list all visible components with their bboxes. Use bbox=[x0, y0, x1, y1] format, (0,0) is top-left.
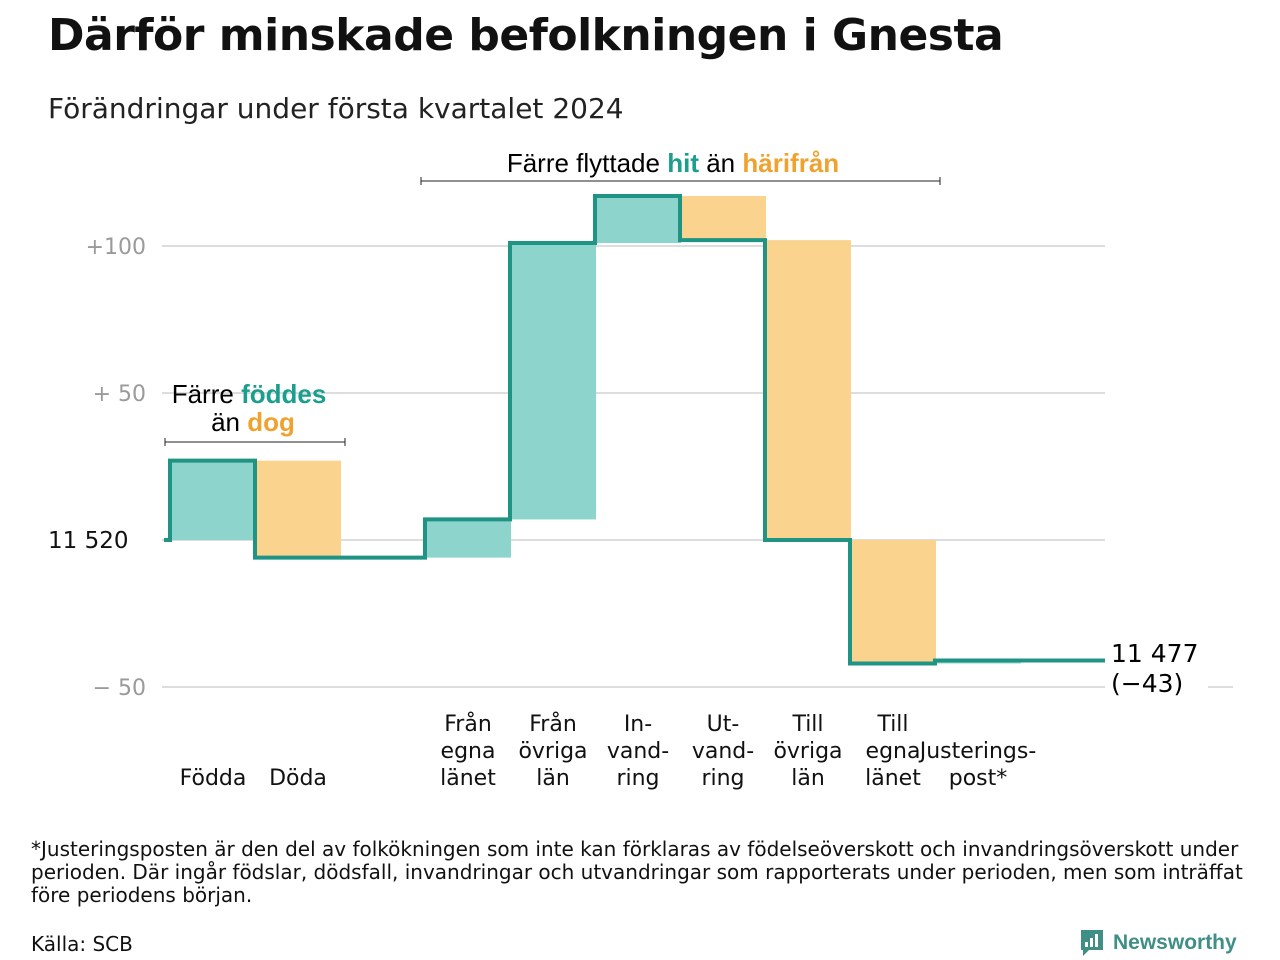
annotation-births-line2: än dog bbox=[211, 407, 295, 437]
bar-in-vand-ring bbox=[595, 196, 681, 244]
x-tick-label: Från övriga län bbox=[518, 711, 587, 791]
annotation-births-pos: föddes bbox=[241, 379, 326, 409]
brand-logo: Newsworthy bbox=[1079, 928, 1237, 958]
waterfall-chart: +100 + 50 11 520 − 50 Födda Döda Från egna läne… bbox=[48, 148, 1233, 791]
x-tick-label: Döda bbox=[269, 766, 327, 791]
footnote: *Justeringsposten är den del av folkökni… bbox=[31, 837, 1243, 907]
end-value-label: 11 477 bbox=[1111, 639, 1198, 668]
bar-från-övriga-län bbox=[510, 243, 596, 520]
bar-döda bbox=[255, 460, 341, 558]
bar-till-övriga-län bbox=[765, 240, 851, 540]
y-tick-label: +100 bbox=[86, 235, 146, 260]
newsworthy-logo-icon bbox=[1081, 930, 1103, 956]
page-title: Därför minskade befolkningen i Gnesta bbox=[48, 10, 1004, 61]
y-tick-label: 11 520 bbox=[48, 528, 128, 554]
annotation-moves: Färre flyttade hit än härifrån bbox=[507, 148, 839, 178]
annotation-births-prefix: Färre bbox=[172, 379, 234, 409]
annotation-births-line1: Färre föddes bbox=[172, 379, 327, 409]
annotation-moves-neg: härifrån bbox=[742, 148, 839, 178]
x-tick-label: Födda bbox=[180, 766, 247, 791]
annotation-births-mid: än bbox=[211, 407, 240, 437]
y-tick-label: − 50 bbox=[93, 676, 146, 701]
annotation-births-neg: dog bbox=[247, 407, 295, 437]
annotation-moves-pos: hit bbox=[667, 148, 699, 178]
annotation-moves-prefix: Färre flyttade bbox=[507, 148, 660, 178]
x-tick-label: Till egna länet bbox=[865, 712, 921, 791]
annotation-moves-mid: än bbox=[706, 148, 735, 178]
annotation-births-bracket bbox=[164, 438, 346, 446]
end-change-label: (−43) bbox=[1111, 669, 1183, 698]
x-tick-label: Till övriga län bbox=[773, 712, 842, 791]
bar-från-egna-länet bbox=[425, 519, 511, 558]
x-tick-label: Från egna länet bbox=[440, 711, 496, 791]
annotation-moves-bracket bbox=[420, 177, 941, 185]
x-tick-label: Ut-vand-ring bbox=[692, 712, 754, 791]
brand-name: Newsworthy bbox=[1113, 931, 1237, 954]
page-subtitle: Förändringar under första kvartalet 2024 bbox=[48, 92, 624, 125]
bar-till-egna-länet bbox=[850, 540, 936, 664]
y-tick-label: + 50 bbox=[93, 382, 146, 407]
source-label: Källa: SCB bbox=[31, 932, 133, 956]
x-tick-label: Justerings-post* bbox=[918, 739, 1037, 791]
x-tick-label: In-vand-ring bbox=[607, 712, 669, 791]
bar-födda bbox=[170, 460, 256, 540]
bar-ut-vand-ring bbox=[680, 196, 766, 241]
cumulative-step-line bbox=[164, 194, 1105, 666]
